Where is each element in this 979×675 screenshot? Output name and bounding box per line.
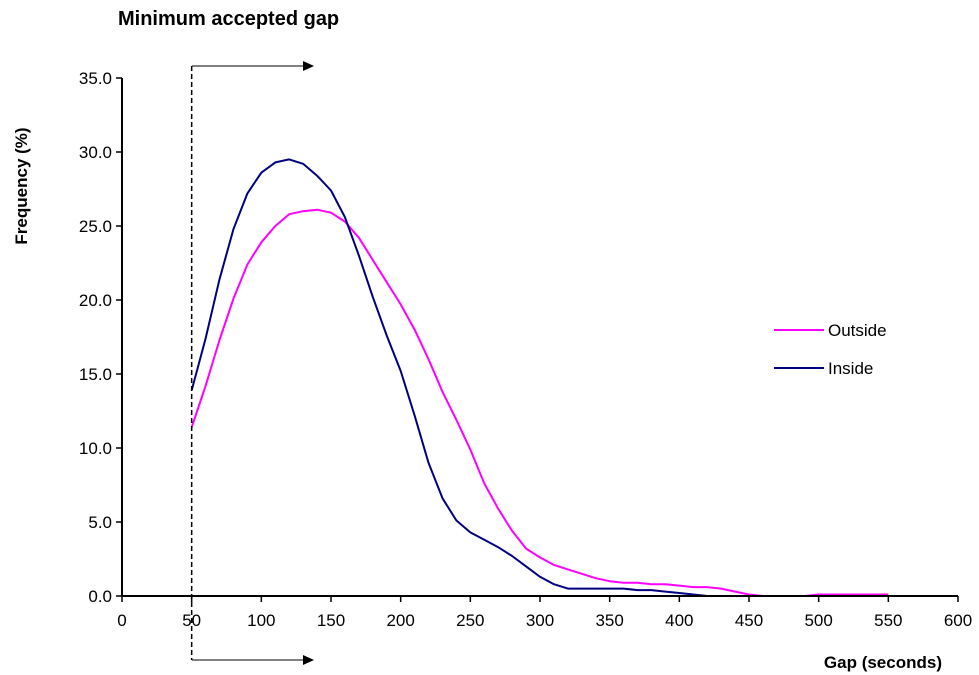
x-axis-label: Gap (seconds) bbox=[824, 653, 942, 672]
y-tick-label: 20.0 bbox=[79, 291, 112, 310]
x-tick-label: 200 bbox=[386, 611, 414, 630]
x-tick-label: 350 bbox=[595, 611, 623, 630]
y-tick-label: 0.0 bbox=[88, 587, 112, 606]
x-tick-label: 250 bbox=[456, 611, 484, 630]
series-line-outside bbox=[190, 208, 889, 597]
legend: Outside Inside bbox=[774, 321, 887, 378]
top-arrow-head-icon bbox=[303, 61, 314, 71]
x-tick-label: 300 bbox=[526, 611, 554, 630]
series-lines bbox=[190, 158, 889, 597]
x-tick-label: 0 bbox=[117, 611, 126, 630]
chart-title: Minimum accepted gap bbox=[118, 8, 339, 30]
y-tick-label: 35.0 bbox=[79, 69, 112, 88]
y-axis-label: Frequency (%) bbox=[12, 127, 31, 244]
x-tick-label: 600 bbox=[944, 611, 972, 630]
x-tick-label: 550 bbox=[874, 611, 902, 630]
legend-label-inside: Inside bbox=[828, 359, 873, 378]
y-tick-label: 30.0 bbox=[79, 143, 112, 162]
x-axis-ticks: 0 50 100 150 200 250 300 350 400 450 500 550 600 bbox=[117, 596, 972, 630]
x-tick-label: 450 bbox=[735, 611, 763, 630]
y-tick-label: 25.0 bbox=[79, 217, 112, 236]
y-tick-label: 10.0 bbox=[79, 439, 112, 458]
series-line-inside bbox=[190, 158, 889, 597]
y-tick-label: 15.0 bbox=[79, 365, 112, 384]
x-tick-label: 400 bbox=[665, 611, 693, 630]
legend-label-outside: Outside bbox=[828, 321, 887, 340]
bottom-arrow-head-icon bbox=[303, 655, 314, 665]
y-axis-ticks: 0.0 5.0 10.0 15.0 20.0 25.0 30.0 35.0 bbox=[79, 69, 122, 606]
x-tick-label: 150 bbox=[317, 611, 345, 630]
min-gap-marker bbox=[190, 61, 314, 665]
x-tick-label: 100 bbox=[247, 611, 275, 630]
x-tick-label: 500 bbox=[804, 611, 832, 630]
y-tick-label: 5.0 bbox=[88, 513, 112, 532]
